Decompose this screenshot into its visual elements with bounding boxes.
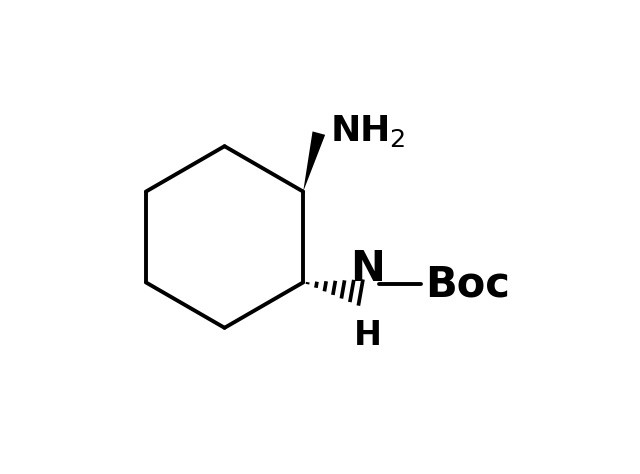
Text: Boc: Boc (425, 263, 509, 305)
Text: N: N (350, 247, 385, 290)
Text: H: H (353, 319, 381, 352)
Polygon shape (303, 131, 325, 191)
Text: NH$_2$: NH$_2$ (330, 113, 406, 149)
